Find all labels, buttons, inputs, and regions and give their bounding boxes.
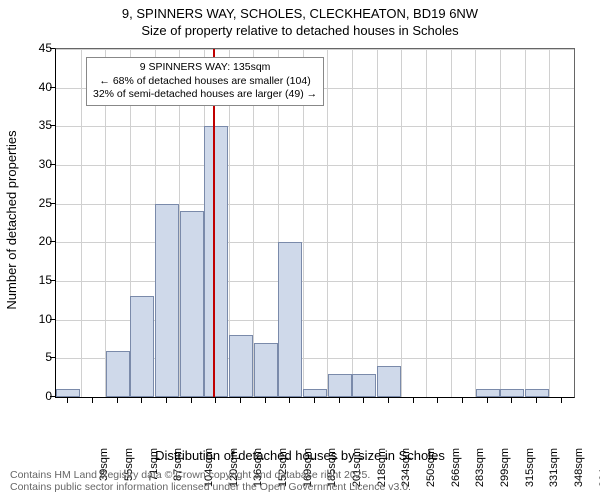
histogram-bar — [352, 374, 376, 397]
y-tick-label: 15 — [22, 273, 52, 287]
x-tick — [388, 398, 389, 403]
histogram-bar — [525, 389, 549, 397]
histogram-bar — [106, 351, 130, 397]
y-tick — [50, 396, 55, 397]
x-tick — [191, 398, 192, 403]
x-tick — [487, 398, 488, 403]
histogram-bar — [328, 374, 352, 397]
annotation-line1: 9 SPINNERS WAY: 135sqm — [93, 61, 317, 75]
gridline-v — [475, 49, 476, 397]
footer-line2: Contains public sector information licen… — [10, 481, 411, 494]
gridline-h — [56, 281, 574, 282]
y-tick-label: 5 — [22, 350, 52, 364]
y-tick-label: 35 — [22, 118, 52, 132]
histogram-bar — [180, 211, 204, 397]
x-tick — [265, 398, 266, 403]
histogram-bar — [229, 335, 253, 397]
x-tick — [141, 398, 142, 403]
x-tick — [117, 398, 118, 403]
gridline-v — [500, 49, 501, 397]
x-tick — [462, 398, 463, 403]
x-tick — [536, 398, 537, 403]
chart-container: 9, SPINNERS WAY, SCHOLES, CLECKHEATON, B… — [0, 0, 600, 500]
x-tick — [67, 398, 68, 403]
histogram-bar — [155, 204, 179, 397]
x-tick — [363, 398, 364, 403]
gridline-v — [401, 49, 402, 397]
gridline-v — [525, 49, 526, 397]
x-tick — [166, 398, 167, 403]
histogram-bar — [500, 389, 524, 397]
gridline-v — [451, 49, 452, 397]
y-axis-label: Number of detached properties — [4, 130, 19, 309]
gridline-h — [56, 126, 574, 127]
gridline-v — [377, 49, 378, 397]
x-tick — [240, 398, 241, 403]
gridline-h — [56, 165, 574, 166]
x-tick — [413, 398, 414, 403]
y-tick-label: 30 — [22, 157, 52, 171]
x-tick — [511, 398, 512, 403]
y-tick — [50, 280, 55, 281]
y-tick-label: 0 — [22, 389, 52, 403]
histogram-bar — [377, 366, 401, 397]
gridline-v — [352, 49, 353, 397]
y-tick-label: 40 — [22, 80, 52, 94]
histogram-bar — [254, 343, 278, 397]
x-tick — [314, 398, 315, 403]
title-line1: 9, SPINNERS WAY, SCHOLES, CLECKHEATON, B… — [0, 6, 600, 23]
gridline-h — [56, 49, 574, 50]
y-tick — [50, 357, 55, 358]
x-tick — [92, 398, 93, 403]
y-tick-label: 45 — [22, 41, 52, 55]
x-tick — [289, 398, 290, 403]
annotation-box: 9 SPINNERS WAY: 135sqm ← 68% of detached… — [86, 57, 324, 106]
footer-line1: Contains HM Land Registry data © Crown c… — [10, 469, 411, 482]
y-tick-label: 20 — [22, 234, 52, 248]
y-tick — [50, 164, 55, 165]
x-tick — [561, 398, 562, 403]
x-axis-label: Distribution of detached houses by size … — [0, 448, 600, 463]
chart-title: 9, SPINNERS WAY, SCHOLES, CLECKHEATON, B… — [0, 0, 600, 40]
plot-area: 9 SPINNERS WAY: 135sqm ← 68% of detached… — [55, 48, 575, 398]
gridline-h — [56, 242, 574, 243]
histogram-bar — [278, 242, 302, 397]
y-tick — [50, 241, 55, 242]
x-tick — [339, 398, 340, 403]
y-tick — [50, 125, 55, 126]
gridline-v — [81, 49, 82, 397]
histogram-bar — [303, 389, 327, 397]
y-tick — [50, 203, 55, 204]
title-line2: Size of property relative to detached ho… — [0, 23, 600, 40]
y-tick-label: 10 — [22, 312, 52, 326]
histogram-bar — [56, 389, 80, 397]
histogram-bar — [130, 296, 154, 397]
gridline-v — [549, 49, 550, 397]
histogram-bar — [476, 389, 500, 397]
annotation-line2: ← 68% of detached houses are smaller (10… — [93, 75, 317, 89]
x-tick — [215, 398, 216, 403]
gridline-h — [56, 204, 574, 205]
gridline-v — [426, 49, 427, 397]
chart-footer: Contains HM Land Registry data © Crown c… — [10, 469, 411, 494]
y-tick-label: 25 — [22, 196, 52, 210]
histogram-bar — [204, 126, 228, 397]
y-tick — [50, 48, 55, 49]
y-tick — [50, 319, 55, 320]
gridline-v — [327, 49, 328, 397]
annotation-line3: 32% of semi-detached houses are larger (… — [93, 88, 317, 102]
y-tick — [50, 87, 55, 88]
x-tick — [437, 398, 438, 403]
